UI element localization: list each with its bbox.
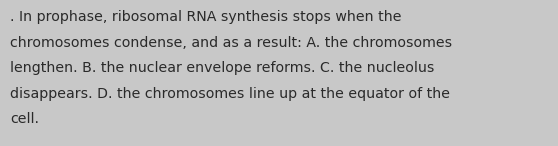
Text: cell.: cell. (10, 112, 39, 126)
Text: disappears. D. the chromosomes line up at the equator of the: disappears. D. the chromosomes line up a… (10, 87, 450, 101)
Text: lengthen. B. the nuclear envelope reforms. C. the nucleolus: lengthen. B. the nuclear envelope reform… (10, 61, 435, 75)
Text: chromosomes condense, and as a result: A. the chromosomes: chromosomes condense, and as a result: A… (10, 36, 452, 50)
Text: . In prophase, ribosomal RNA synthesis stops when the: . In prophase, ribosomal RNA synthesis s… (10, 10, 402, 24)
